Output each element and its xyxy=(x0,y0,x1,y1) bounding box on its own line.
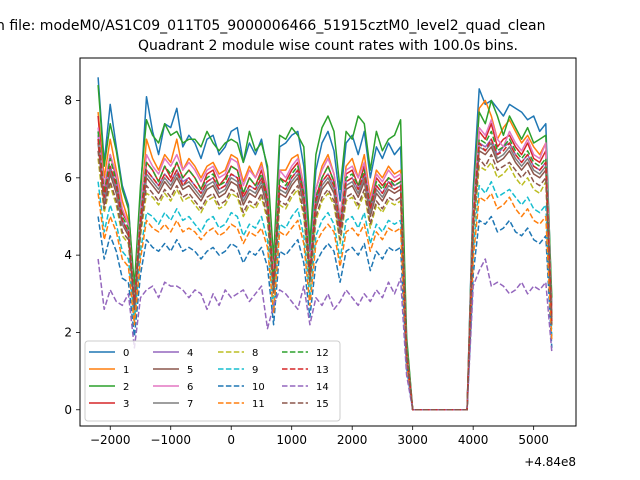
series-line-13 xyxy=(97,138,553,411)
x-tick-label: 4000 xyxy=(458,433,489,447)
figure-suptitle: n file: modeM0/AS1C09_011T05_9000006466_… xyxy=(0,18,545,34)
series-line-15 xyxy=(97,150,553,411)
legend-label-11: 11 xyxy=(252,399,265,410)
y-tick-label: 4 xyxy=(64,248,72,262)
series-line-2 xyxy=(97,85,553,411)
x-tick-label: −2000 xyxy=(90,433,131,447)
legend-label-4: 4 xyxy=(187,348,193,359)
series-line-12 xyxy=(97,130,553,411)
legend-label-15: 15 xyxy=(316,399,329,410)
legend-label-14: 14 xyxy=(316,382,329,393)
axes-frame xyxy=(79,57,577,427)
legend-label-6: 6 xyxy=(187,382,193,393)
series-line-0 xyxy=(97,77,553,411)
series-line-9 xyxy=(97,180,553,411)
x-offset-label: +4.84e8 xyxy=(524,455,576,469)
series-line-7 xyxy=(97,139,553,411)
legend-label-0: 0 xyxy=(123,348,129,359)
legend-label-8: 8 xyxy=(252,348,258,359)
x-tick-label: 5000 xyxy=(518,433,549,447)
y-tick-label: 0 xyxy=(64,403,72,417)
series-line-10 xyxy=(97,215,553,411)
legend-label-13: 13 xyxy=(316,365,329,376)
x-tick-label: 1000 xyxy=(276,433,307,447)
legend-label-5: 5 xyxy=(187,365,193,376)
x-tick-label: −1000 xyxy=(150,433,191,447)
y-axis: 0 2 4 6 8 xyxy=(64,94,80,417)
y-tick-label: 8 xyxy=(64,94,72,108)
x-tick-label: 2000 xyxy=(337,433,368,447)
plot-area xyxy=(97,77,553,411)
x-axis: −2000 −1000 0 1000 2000 3000 4000 5000 xyxy=(90,426,549,447)
legend-label-7: 7 xyxy=(187,399,193,410)
series-line-11 xyxy=(97,192,553,411)
legend-label-1: 1 xyxy=(123,365,129,376)
chart-title: Quadrant 2 module wise count rates with … xyxy=(138,38,518,54)
x-tick-label: 0 xyxy=(227,433,235,447)
legend-label-3: 3 xyxy=(123,399,129,410)
x-tick-label: 3000 xyxy=(397,433,428,447)
legend-label-9: 9 xyxy=(252,365,258,376)
y-tick-label: 2 xyxy=(64,325,72,339)
legend-label-10: 10 xyxy=(252,382,265,393)
legend-box xyxy=(84,340,341,422)
legend-label-2: 2 xyxy=(123,382,129,393)
series-line-14 xyxy=(97,258,553,411)
legend-label-12: 12 xyxy=(316,348,329,359)
y-tick-label: 6 xyxy=(64,171,72,185)
